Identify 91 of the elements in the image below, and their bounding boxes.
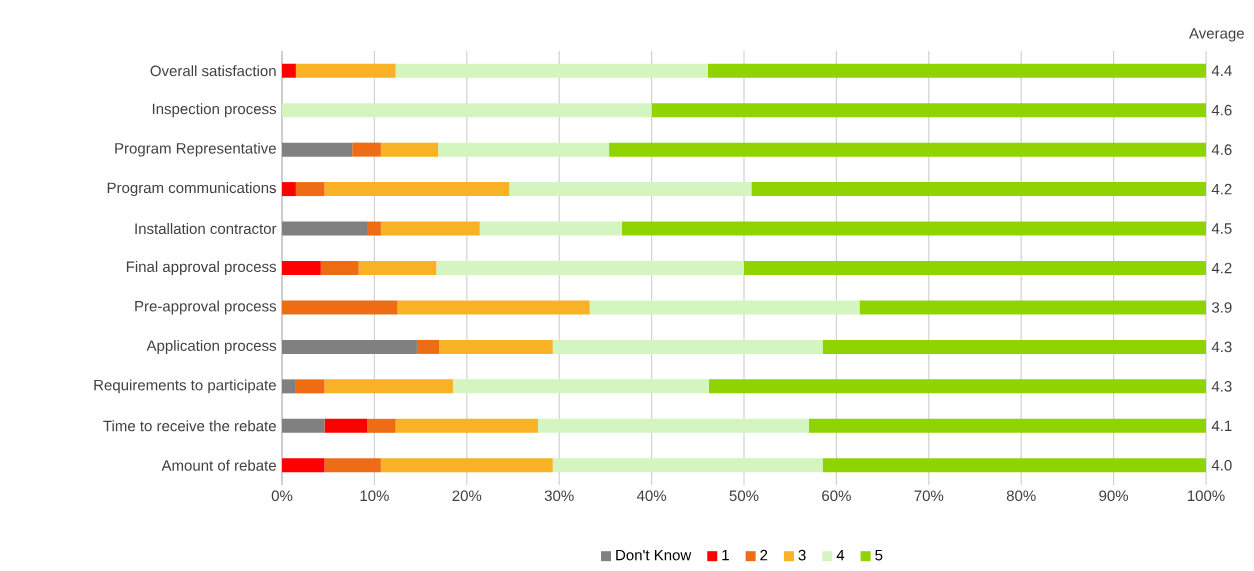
bar xyxy=(822,340,1207,355)
bar xyxy=(282,458,325,473)
bar xyxy=(282,300,398,315)
text: 4.3 xyxy=(1211,381,1232,392)
bar xyxy=(320,261,359,276)
bar xyxy=(707,63,1207,78)
bar xyxy=(708,379,1207,394)
legend-label: Don't Know xyxy=(616,550,692,561)
bar xyxy=(282,63,296,78)
bar xyxy=(744,261,1207,276)
y-tick-label: Requirements to participate xyxy=(94,379,276,394)
y-tick-label: Program Representative xyxy=(115,142,276,157)
x-tick-label: 90% xyxy=(1099,490,1129,502)
x-tick-label: 80% xyxy=(1006,490,1036,502)
bar xyxy=(395,419,538,434)
bar xyxy=(622,221,1207,236)
text: 4.6 xyxy=(1211,105,1232,116)
y-tick-label: Application process xyxy=(146,340,277,355)
bar xyxy=(589,300,860,315)
text: Average xyxy=(1189,28,1244,42)
bar xyxy=(509,182,752,197)
bar xyxy=(380,458,553,473)
y-tick-label: Installation contractor xyxy=(135,223,277,235)
y-tick-label: Program communications xyxy=(107,182,277,197)
x-tick-label: 0% xyxy=(271,490,293,502)
bar xyxy=(282,221,368,236)
bar xyxy=(395,63,708,78)
y-tick-label: Amount of rebate xyxy=(161,460,276,472)
legend-label: 2 xyxy=(760,550,768,561)
bar xyxy=(380,221,480,236)
y-tick-label: Pre-approval process xyxy=(135,300,277,315)
bar xyxy=(282,182,296,197)
bar xyxy=(380,142,439,157)
bar xyxy=(295,182,325,197)
x-tick-label: 30% xyxy=(544,490,574,502)
legend-label: 4 xyxy=(836,550,845,561)
bar xyxy=(436,261,744,276)
text: 4.2 xyxy=(1211,184,1232,195)
bar xyxy=(822,458,1207,473)
text: 4.0 xyxy=(1211,460,1232,471)
bar xyxy=(479,221,623,236)
bar xyxy=(282,419,325,434)
bar xyxy=(452,379,709,394)
bar xyxy=(324,182,510,197)
text: 4.4 xyxy=(1211,65,1232,77)
x-tick-label: 60% xyxy=(822,490,851,502)
bar xyxy=(859,300,1207,315)
bar xyxy=(282,379,296,394)
bar xyxy=(352,142,381,157)
bar xyxy=(439,340,553,355)
x-tick-label: 10% xyxy=(360,490,389,502)
bar xyxy=(609,142,1207,157)
y-tick-label: Time to receive the rebate xyxy=(103,420,276,432)
bar xyxy=(282,261,321,276)
legend-label: 1 xyxy=(722,550,729,561)
bar xyxy=(282,142,353,157)
text: 4.5 xyxy=(1211,223,1232,235)
text: 4.2 xyxy=(1211,262,1232,274)
text: 4.3 xyxy=(1211,341,1232,353)
bar xyxy=(324,419,368,434)
x-tick-label: 20% xyxy=(452,490,482,502)
bar xyxy=(358,261,437,276)
bar xyxy=(282,340,417,355)
bar xyxy=(751,182,1207,197)
x-tick-label: 70% xyxy=(914,490,944,502)
bar xyxy=(438,142,610,157)
bar xyxy=(295,63,396,78)
bar xyxy=(552,458,823,473)
bar xyxy=(651,103,1207,118)
bar xyxy=(282,103,652,118)
bar xyxy=(537,419,809,434)
x-tick-label: 100% xyxy=(1187,490,1225,502)
bar xyxy=(416,340,440,355)
y-tick-label: Overall satisfaction xyxy=(150,65,276,77)
bar xyxy=(324,379,453,394)
bar xyxy=(367,221,381,236)
bar xyxy=(295,379,325,394)
text: 3.9 xyxy=(1211,302,1232,313)
bar xyxy=(552,340,823,355)
y-tick-label: Final approval process xyxy=(126,261,277,276)
legend-label: 5 xyxy=(875,550,883,561)
y-tick-label: Inspection process xyxy=(152,103,277,118)
text: 4.6 xyxy=(1211,144,1232,156)
x-tick-label: 50% xyxy=(729,490,759,502)
bar xyxy=(397,300,590,315)
bar xyxy=(324,458,381,473)
x-tick-label: 40% xyxy=(636,490,667,502)
legend-label: 3 xyxy=(798,550,806,561)
bar xyxy=(367,419,396,434)
bar xyxy=(808,419,1207,434)
text: 4.1 xyxy=(1211,420,1232,432)
